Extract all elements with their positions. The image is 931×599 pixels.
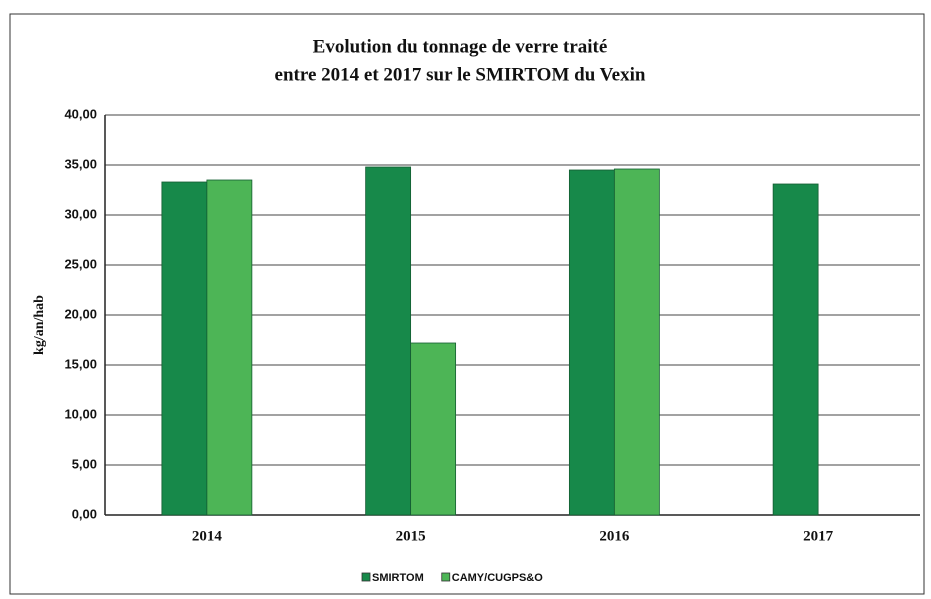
bar	[206, 179, 253, 516]
y-tick-label: 0,00	[72, 506, 97, 521]
x-tick-label: 2017	[803, 528, 834, 544]
x-tick-label: 2015	[396, 528, 426, 544]
bar	[365, 166, 412, 516]
y-tick-label: 15,00	[64, 356, 97, 371]
chart-title: Evolution du tonnage de verre traité	[313, 36, 608, 57]
bar	[613, 168, 660, 516]
y-tick-label: 35,00	[64, 156, 97, 171]
legend-swatch	[441, 572, 451, 582]
chart-title: entre 2014 et 2017 sur le SMIRTOM du Vex…	[275, 64, 646, 85]
bar	[410, 342, 457, 516]
bar	[772, 183, 819, 516]
legend-label: CAMY/CUGPS&O	[452, 572, 544, 584]
bar	[161, 181, 208, 516]
chart-frame	[9, 13, 925, 595]
y-tick-label: 20,00	[64, 306, 97, 321]
legend-label: SMIRTOM	[372, 572, 424, 584]
y-tick-label: 40,00	[64, 106, 97, 121]
legend-swatch	[361, 572, 371, 582]
y-tick-label: 5,00	[72, 456, 97, 471]
y-tick-label: 25,00	[64, 256, 97, 271]
y-tick-label: 10,00	[64, 406, 97, 421]
y-tick-label: 30,00	[64, 206, 97, 221]
x-tick-label: 2016	[599, 528, 630, 544]
bar	[568, 169, 615, 516]
y-axis-label: kg/an/hab	[32, 295, 47, 355]
x-tick-label: 2014	[192, 528, 223, 544]
